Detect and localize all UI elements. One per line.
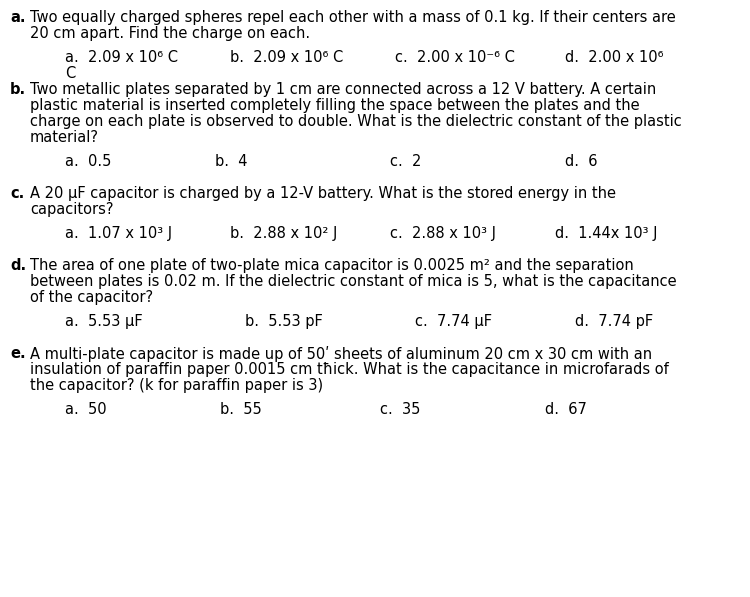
Text: e.: e. (10, 346, 26, 361)
Text: insulation of paraffin paper 0.0015 cm tħick. What is the capacitance in microfa: insulation of paraffin paper 0.0015 cm t… (30, 362, 669, 377)
Text: material?: material? (30, 130, 99, 145)
Text: c.  2: c. 2 (390, 154, 422, 169)
Text: between plates is 0.02 m. If the dielectric constant of mica is 5, what is the c: between plates is 0.02 m. If the dielect… (30, 274, 676, 289)
Text: A 20 μF capacitor is charged by a 12-V battery. What is the stored energy in the: A 20 μF capacitor is charged by a 12-V b… (30, 186, 616, 201)
Text: 20 cm apart. Find the charge on each.: 20 cm apart. Find the charge on each. (30, 26, 310, 41)
Text: a.  5.53 μF: a. 5.53 μF (65, 314, 142, 329)
Text: d.  2.00 x 10⁶: d. 2.00 x 10⁶ (565, 50, 664, 65)
Text: d.  7.74 pF: d. 7.74 pF (575, 314, 653, 329)
Text: b.: b. (10, 82, 26, 97)
Text: b.  2.88 x 10² J: b. 2.88 x 10² J (230, 226, 338, 241)
Text: c.  35: c. 35 (380, 402, 420, 417)
Text: a.  2.09 x 10⁶ C: a. 2.09 x 10⁶ C (65, 50, 178, 65)
Text: Two metallic plates separated by 1 cm are connected across a 12 V battery. A cer: Two metallic plates separated by 1 cm ar… (30, 82, 656, 97)
Text: c.  2.88 x 10³ J: c. 2.88 x 10³ J (390, 226, 496, 241)
Text: b.  5.53 pF: b. 5.53 pF (245, 314, 322, 329)
Text: d.  1.44x 10³ J: d. 1.44x 10³ J (555, 226, 658, 241)
Text: capacitors?: capacitors? (30, 202, 113, 217)
Text: b.  4: b. 4 (215, 154, 248, 169)
Text: b.  2.09 x 10⁶ C: b. 2.09 x 10⁶ C (230, 50, 344, 65)
Text: plastic material is inserted completely filling the space between the plates and: plastic material is inserted completely … (30, 98, 640, 113)
Text: d.  67: d. 67 (545, 402, 586, 417)
Text: a.  50: a. 50 (65, 402, 106, 417)
Text: c.  7.74 μF: c. 7.74 μF (415, 314, 492, 329)
Text: of the capacitor?: of the capacitor? (30, 290, 153, 305)
Text: the capacitor? (k for paraffin paper is 3): the capacitor? (k for paraffin paper is … (30, 378, 323, 393)
Text: a.: a. (10, 10, 26, 25)
Text: A multi-plate capacitor is made up of 50ʹ sheets of aluminum 20 cm x 30 cm with : A multi-plate capacitor is made up of 50… (30, 346, 652, 362)
Text: d.  6: d. 6 (565, 154, 598, 169)
Text: a.  0.5: a. 0.5 (65, 154, 111, 169)
Text: The area of one plate of two-plate mica capacitor is 0.0025 m² and the separatio: The area of one plate of two-plate mica … (30, 258, 634, 273)
Text: charge on each plate is observed to double. What is the dielectric constant of t: charge on each plate is observed to doub… (30, 114, 682, 129)
Text: Two equally charged spheres repel each other with a mass of 0.1 kg. If their cen: Two equally charged spheres repel each o… (30, 10, 676, 25)
Text: a.  1.07 x 10³ J: a. 1.07 x 10³ J (65, 226, 172, 241)
Text: c.: c. (10, 186, 24, 201)
Text: b.  55: b. 55 (220, 402, 262, 417)
Text: C: C (65, 66, 75, 81)
Text: c.  2.00 x 10⁻⁶ C: c. 2.00 x 10⁻⁶ C (395, 50, 514, 65)
Text: d.: d. (10, 258, 26, 273)
